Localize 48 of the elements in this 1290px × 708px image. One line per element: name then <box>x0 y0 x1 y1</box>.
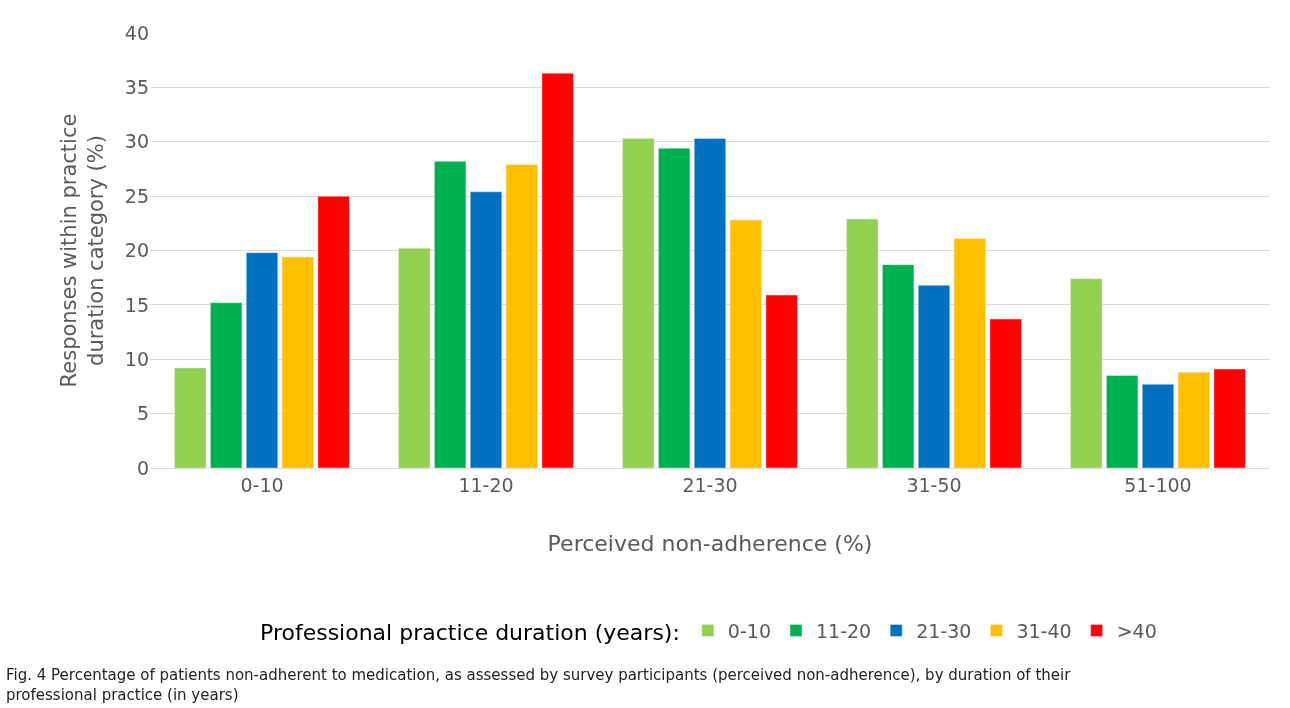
legend-title: Professional practice duration (years): <box>260 620 680 646</box>
bar <box>1070 278 1103 468</box>
x-tick-label: 0-10 <box>240 473 284 496</box>
bar <box>1141 384 1175 468</box>
x-tick-label: 51-100 <box>1124 473 1192 496</box>
bar <box>434 161 467 468</box>
y-tick-label: 40 <box>124 21 149 44</box>
y-tick-label: 30 <box>124 130 149 153</box>
y-tick-label: 35 <box>124 76 149 99</box>
bar <box>281 256 314 468</box>
bar <box>693 138 727 468</box>
bar <box>622 138 655 468</box>
y-axis-title: Responses within practice duration category (%) <box>56 113 108 388</box>
bar <box>953 238 986 468</box>
bar <box>846 218 879 468</box>
bar <box>541 72 574 468</box>
bar <box>729 219 762 468</box>
bar <box>317 195 350 468</box>
y-tick-label: 25 <box>124 184 149 207</box>
bar <box>398 248 431 468</box>
bar <box>989 318 1022 468</box>
legend-label: >40 <box>1116 619 1157 642</box>
x-tick-label: 31-50 <box>906 473 962 496</box>
x-tick-label: 11-20 <box>458 473 514 496</box>
bar <box>245 252 279 468</box>
legend-label: 11-20 <box>815 619 872 642</box>
x-tick-label: 21-30 <box>682 473 738 496</box>
bar <box>765 294 798 468</box>
bar <box>505 164 538 468</box>
bar <box>1177 372 1210 468</box>
bar <box>917 285 951 468</box>
legend-label: 21-30 <box>916 619 972 642</box>
y-tick-label: 10 <box>124 347 149 370</box>
bar <box>882 264 915 468</box>
y-tick-label: 5 <box>136 402 149 425</box>
x-axis-title: Perceived non-adherence (%) <box>547 530 873 556</box>
y-tick-label: 0 <box>136 456 149 479</box>
bar <box>174 367 207 468</box>
bar <box>1213 368 1246 468</box>
bar <box>469 191 503 468</box>
legend-label: 0-10 <box>727 619 771 642</box>
y-tick-label: 15 <box>124 293 149 316</box>
caption: Fig. 4 Percentage of patients non-adherent to medication, as assessed by survey participants (perceived non-adherence), by duration of their professional practice (in years) <box>6 666 1072 704</box>
legend-label: 31-40 <box>1016 619 1072 642</box>
bar <box>1106 375 1139 468</box>
bar <box>658 148 691 468</box>
y-tick-label: 20 <box>124 239 149 262</box>
bar <box>210 302 243 468</box>
